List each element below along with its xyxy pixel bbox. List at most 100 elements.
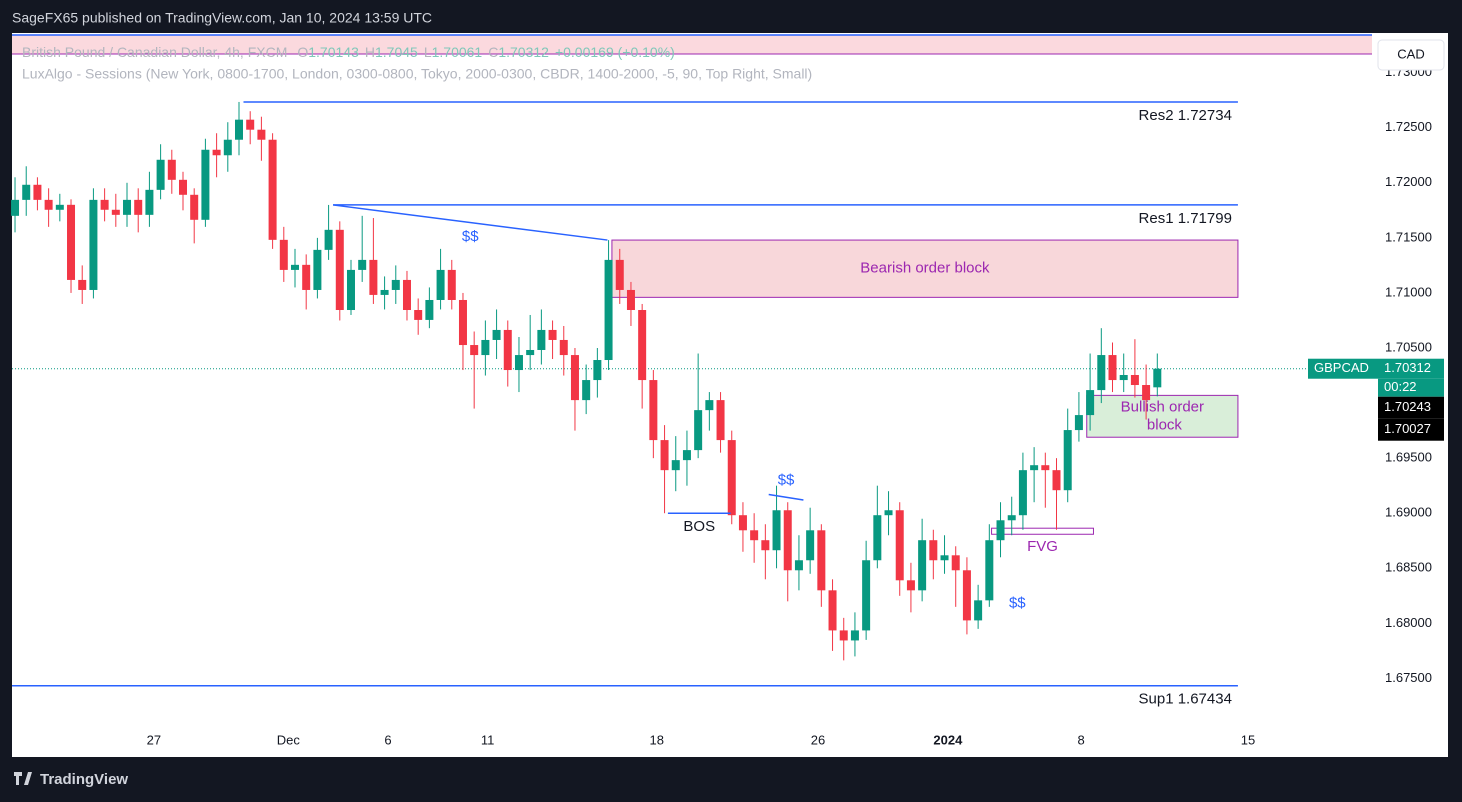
candle-body [1130,374,1139,386]
indicator-legend: LuxAlgo - Sessions (New York, 0800-1700,… [22,66,812,82]
candle-body [514,355,523,371]
candle-body [559,339,568,356]
tv-logo: TradingView [14,771,128,788]
candle-body [862,560,871,631]
y-tick-label: 1.67500 [1385,670,1432,685]
candle-body [738,515,747,531]
level-label: Sup1 1.67434 [1139,691,1232,708]
candle-body [1030,465,1039,471]
candle-body [290,264,299,270]
candle-body [828,590,837,631]
candle-body [604,259,613,361]
price-tag [1378,396,1444,419]
x-tick-label: 6 [384,732,391,747]
candle-body [279,239,288,270]
candle-body [11,199,20,216]
candle-body [962,570,971,621]
candle-body [593,360,602,381]
candle-body [369,259,378,295]
candle-body [44,199,53,210]
legend-item: L [424,44,432,60]
candle-body [1142,385,1151,401]
candle-body [212,149,221,156]
y-tick-label: 1.68000 [1385,615,1432,630]
candle-body [470,345,479,356]
candle-body [772,510,781,551]
candle-body [638,310,647,381]
candle-body [783,510,792,571]
level-label: Res2 1.72734 [1139,107,1232,124]
candle-body [123,199,132,215]
candle-body [134,199,143,215]
legend-item: British Pound / Canadian Dollar, 4h, FXC… [22,44,287,60]
candle-body [895,510,904,581]
candle-body [167,159,176,180]
y-tick-label: 1.70500 [1385,339,1432,354]
zone-box [1086,394,1239,438]
candle-body [996,520,1005,541]
candle-body [391,279,400,290]
publish-info: SageFX65 published on TradingView.com, J… [12,10,432,26]
brand: TradingView [40,771,128,788]
candle-body [526,349,535,356]
candle-body [358,259,367,270]
mark-label: $$ [1009,595,1026,612]
countdown-tag [1378,378,1444,397]
candle-body [1153,368,1162,388]
candle-body [223,139,232,156]
candle-body [649,380,658,441]
candle-body [537,329,546,350]
candle-body [1052,470,1061,491]
y-tick-label: 1.69000 [1385,505,1432,520]
candle-body [940,555,949,561]
candle-body [268,139,277,240]
candle-body [201,149,210,220]
candle-body [436,269,445,300]
candle-body [974,600,983,621]
candle-body [111,209,120,215]
candle-body [985,540,994,601]
candle-body [873,515,882,561]
price-tag-label: 1.70243 [1384,399,1431,414]
candle-body [850,630,859,641]
candle-body [1018,470,1027,516]
legend-item: O [297,44,308,60]
candle-body [313,249,322,290]
candle-body [671,460,680,471]
x-tick-label: 8 [1078,732,1085,747]
x-tick-label: 26 [811,732,825,747]
candle-body [1063,430,1072,491]
candle-body [55,204,64,210]
symbol-tag: GBPCAD [1314,360,1369,375]
candle-body [716,400,725,441]
y-tick-label: 1.69500 [1385,450,1432,465]
candle-body [582,380,591,401]
candle-body [425,299,434,320]
candle-body [570,355,579,401]
candle-body [918,540,927,591]
level-label: Res1 1.71799 [1139,210,1232,227]
candle-body [503,329,512,371]
zone-box [991,527,1094,535]
candle-body [1007,515,1016,521]
legend-item: C [488,44,498,60]
drawn-line [332,204,608,241]
candle-body [794,560,803,571]
candle-body [78,279,87,290]
x-tick-label: 2024 [933,732,963,747]
candle-body [257,129,266,140]
legend-item: 1.7045 [375,44,418,60]
candle-body [402,279,411,311]
candle-body [190,194,199,220]
candle-body [1074,415,1083,431]
candle-body [839,630,848,641]
y-tick-label: 1.71000 [1385,284,1432,299]
y-tick-label: 1.71500 [1385,229,1432,244]
candle-body [1097,355,1106,391]
last-price-tag [1308,358,1444,379]
drawn-line [768,493,804,501]
candle-body [234,119,243,140]
candle-body [626,289,635,311]
countdown: 00:22 [1384,379,1417,394]
candle-body [346,269,355,311]
